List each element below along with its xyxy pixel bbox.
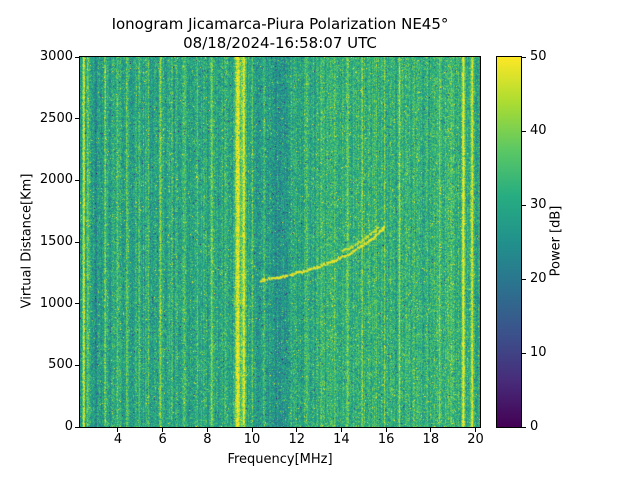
x-tick-label: 14 <box>333 432 350 447</box>
x-tick-mark <box>117 428 119 432</box>
colorbar <box>496 56 522 428</box>
colorbar-tick-label: 30 <box>530 197 547 212</box>
colorbar-label: Power [dB] <box>548 205 564 277</box>
y-tick-label: 500 <box>48 357 73 373</box>
colorbar-tick-label: 40 <box>530 123 547 138</box>
chart-subtitle: 08/18/2024-16:58:07 UTC <box>183 34 377 52</box>
x-tick-label: 6 <box>158 432 167 447</box>
y-tick-mark <box>75 303 79 305</box>
colorbar-tick-mark <box>522 426 526 428</box>
y-tick-label: 2500 <box>39 110 73 126</box>
x-tick-label: 4 <box>113 432 123 447</box>
colorbar-gradient <box>497 57 521 427</box>
y-tick-mark <box>75 426 79 428</box>
x-tick-mark <box>475 428 477 432</box>
x-tick-mark <box>430 428 432 432</box>
colorbar-tick-label: 50 <box>530 49 547 64</box>
x-tick-label: 10 <box>243 432 261 447</box>
x-tick-mark <box>162 428 164 432</box>
colorbar-tick-mark <box>522 130 526 132</box>
x-tick-label: 16 <box>377 432 395 447</box>
x-tick-label: 12 <box>288 432 306 447</box>
y-tick-label: 0 <box>64 419 73 434</box>
ionogram-heatmap <box>80 57 480 427</box>
y-tick-label: 3000 <box>39 49 73 64</box>
y-tick-mark <box>75 118 79 120</box>
y-tick-mark <box>75 241 79 243</box>
x-tick-mark <box>385 428 387 432</box>
y-tick-mark <box>75 179 79 181</box>
x-tick-label: 8 <box>203 432 212 447</box>
plot-area <box>79 56 481 428</box>
chart-title: Ionogram Jicamarca-Piura Polarization NE… <box>111 15 449 33</box>
x-tick-label: 20 <box>467 432 484 447</box>
y-tick-mark <box>75 56 79 58</box>
x-axis-label: Frequency[MHz] <box>227 452 333 467</box>
y-tick-label: 1000 <box>39 295 73 311</box>
colorbar-tick-mark <box>522 204 526 206</box>
y-tick-label: 2000 <box>39 172 73 188</box>
colorbar-tick-label: 10 <box>530 345 547 360</box>
x-tick-mark <box>296 428 298 432</box>
colorbar-tick-label: 20 <box>530 271 547 286</box>
colorbar-tick-label: 0 <box>530 419 539 434</box>
x-tick-mark <box>340 428 342 432</box>
colorbar-tick-mark <box>522 278 526 280</box>
y-tick-label: 1500 <box>39 234 73 249</box>
x-tick-mark <box>251 428 253 432</box>
y-tick-mark <box>75 364 79 366</box>
colorbar-tick-mark <box>522 352 526 354</box>
x-tick-mark <box>206 428 208 432</box>
x-tick-label: 18 <box>422 432 440 447</box>
colorbar-tick-mark <box>522 56 526 58</box>
